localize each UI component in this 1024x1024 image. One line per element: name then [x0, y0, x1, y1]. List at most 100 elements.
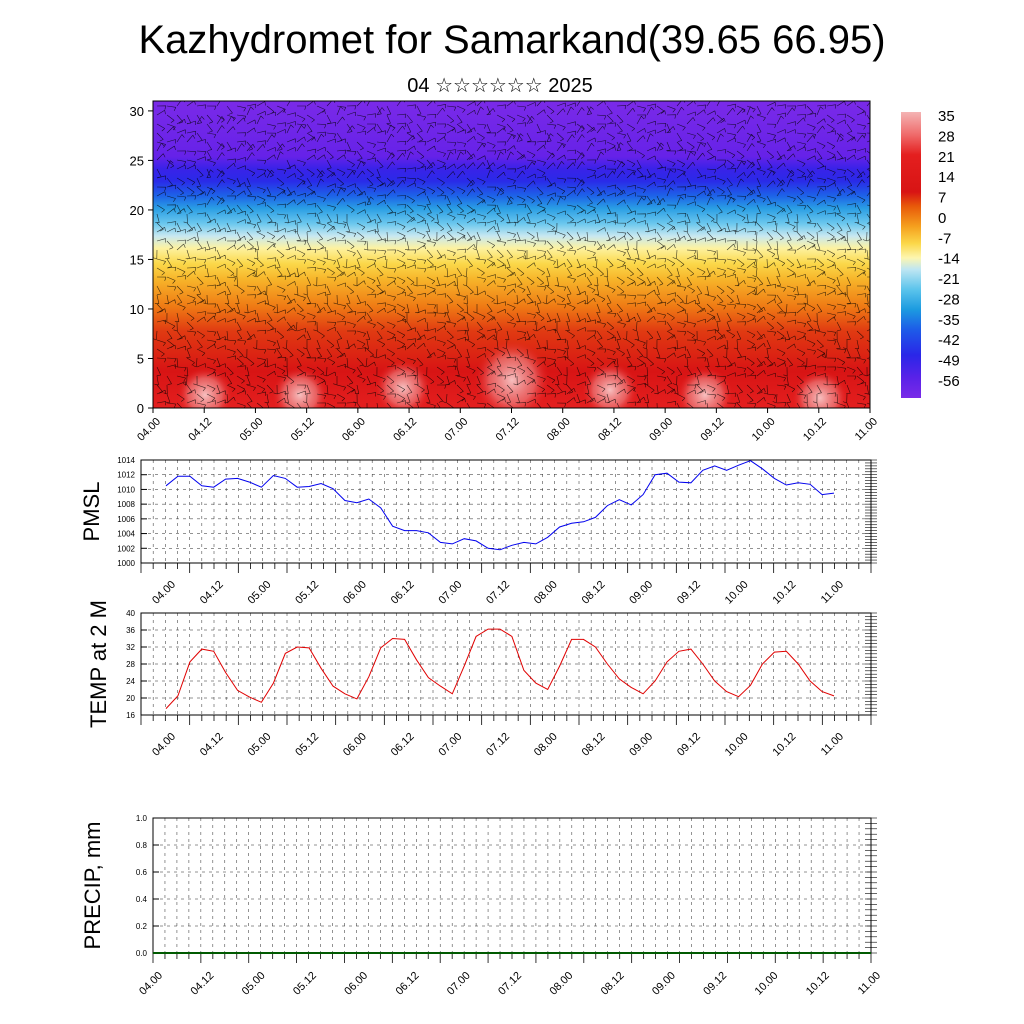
x-tick-label: 05.12 [293, 579, 321, 607]
x-tick-label: 05.00 [246, 579, 274, 607]
y-tick-label: 1014 [117, 456, 135, 465]
x-tick-label: 11.00 [856, 970, 883, 997]
y-tick-label: 1.0 [136, 814, 148, 823]
x-tick-label: 11.00 [819, 579, 846, 606]
precip-chart: 0.0 0.2 0.4 0.6 0.8 1.0 04.00 04.12 05.00 05.12 06… [80, 814, 883, 998]
colorbar-label: -21 [938, 271, 960, 288]
y-tick-label: 25 [130, 153, 144, 168]
colorbar-label: -7 [938, 230, 951, 247]
y-tick-label: 30 [130, 104, 144, 119]
y-tick-label: 0.0 [136, 949, 148, 958]
x-tick-label: 10.00 [723, 731, 751, 759]
y-tick-label: 1002 [117, 544, 135, 553]
x-tick-label: 08.12 [580, 579, 608, 607]
y-tick-label: 24 [126, 677, 135, 686]
x-tick-label: 08.12 [599, 970, 627, 998]
x-tick-label: 06.00 [342, 970, 370, 998]
y-tick-label: 32 [126, 643, 135, 652]
x-tick-label: 06.00 [340, 416, 368, 444]
x-tick-label: 10.00 [723, 579, 751, 607]
colorbar-label: 35 [938, 108, 955, 125]
x-tick-label: 04.00 [135, 416, 163, 444]
x-tick-label: 06.00 [341, 731, 369, 759]
y-axis-title: TEMP at 2 M [86, 600, 111, 728]
x-tick-label: 08.00 [545, 416, 573, 444]
colorbar-label: -14 [938, 251, 960, 268]
colorbar-label: -49 [938, 353, 960, 370]
colorbar-label: 14 [938, 169, 955, 186]
x-tick-label: 10.12 [770, 579, 798, 607]
grid [141, 460, 871, 563]
x-tick-label: 07.00 [436, 731, 464, 759]
colorbar: 35 28 21 14 7 0 -7 -14 -21 -28 -35 -42 -49 -56 [901, 108, 960, 398]
pmsl-series-line [165, 460, 835, 551]
x-tick-label: 08.00 [532, 579, 560, 607]
wind-barb-set [153, 101, 870, 408]
x-tick-label: 10.12 [801, 416, 829, 444]
hot-spot [582, 362, 638, 408]
x-tick-label: 08.12 [596, 416, 624, 444]
page-title: Kazhydromet for Samarkand(39.65 66.95) [138, 18, 886, 62]
x-tick-label: 06.12 [389, 579, 417, 607]
hot-spot [272, 367, 328, 408]
x-tick-label: 08.00 [547, 970, 575, 998]
x-tick-label: 06.12 [389, 731, 417, 759]
x-tick-label: 07.00 [436, 579, 464, 607]
x-tick-label: 07.12 [484, 579, 512, 607]
x-tick-label: 09.00 [650, 970, 678, 998]
pmsl-chart: 1000 1002 1004 1006 1008 1010 1012 1014 04.00 04.… [79, 456, 877, 607]
x-tick-label: 04.00 [150, 731, 178, 759]
y-tick-label: 1010 [117, 485, 135, 494]
x-tick-label: 08.12 [580, 731, 608, 759]
x-tick-label: 09.12 [675, 731, 703, 759]
y-tick-label: 5 [137, 351, 144, 366]
x-tick-label: 05.12 [293, 731, 321, 759]
hot-spot [792, 370, 848, 408]
colorbar-label: -35 [938, 312, 960, 329]
grid [153, 818, 871, 953]
y-tick-label: 0.6 [136, 868, 148, 877]
x-tick-label: 09.00 [627, 731, 655, 759]
cross-section-heatmap: 0 5 10 15 20 25 30 04.00 04.12 05.00 05.12 06.00 06.… [130, 100, 880, 444]
x-tick-label: 05.00 [246, 731, 274, 759]
x-tick-label: 06.00 [341, 579, 369, 607]
y-tick-label: 0.8 [136, 841, 148, 850]
x-tick-label: 10.00 [753, 970, 781, 998]
y-tick-label: 16 [126, 711, 135, 720]
x-tick-label: 11.00 [853, 416, 880, 443]
x-tick-label: 04.00 [137, 970, 165, 998]
x-tick-label: 04.12 [198, 731, 226, 759]
x-tick-label: 11.00 [819, 731, 846, 758]
y-tick-label: 1004 [117, 530, 135, 539]
y-tick-label: 1000 [117, 559, 135, 568]
y-tick-label: 20 [126, 694, 135, 703]
y-tick-label: 0.4 [136, 895, 148, 904]
x-tick-label: 04.12 [198, 579, 226, 607]
wind-barbs [153, 101, 870, 408]
x-tick-label: 07.12 [494, 416, 522, 444]
x-tick-label: 07.12 [484, 731, 512, 759]
hot-spot [677, 367, 733, 408]
colorbar-label: 28 [938, 128, 955, 145]
y-tick-label: 40 [126, 609, 135, 618]
x-tick-label: 09.12 [699, 416, 727, 444]
x-tick-label: 04.12 [188, 970, 216, 998]
x-tick-label: 05.12 [291, 970, 319, 998]
x-tick-label: 06.12 [391, 416, 419, 444]
x-tick-label: 05.12 [289, 416, 317, 444]
x-tick-label: 07.12 [496, 970, 524, 998]
x-tick-label: 10.00 [750, 416, 778, 444]
y-axis-title: PMSL [79, 482, 104, 542]
y-tick-label: 20 [130, 203, 144, 218]
colorbar-label: 21 [938, 149, 955, 166]
y-tick-label: 0.2 [136, 922, 148, 931]
x-tick-label: 04.12 [186, 416, 214, 444]
x-tick-label: 05.00 [240, 970, 268, 998]
colorbar-label: -28 [938, 291, 960, 308]
y-tick-label: 10 [130, 302, 144, 317]
colorbar-label: 0 [938, 210, 946, 227]
temp-chart: 16 20 24 28 32 36 40 04.00 04.12 05.00 05.12 06.00 0… [86, 600, 877, 759]
x-tick-label: 09.12 [701, 970, 729, 998]
x-tick-label: 07.00 [442, 416, 470, 444]
colorbar-fill [901, 112, 921, 398]
